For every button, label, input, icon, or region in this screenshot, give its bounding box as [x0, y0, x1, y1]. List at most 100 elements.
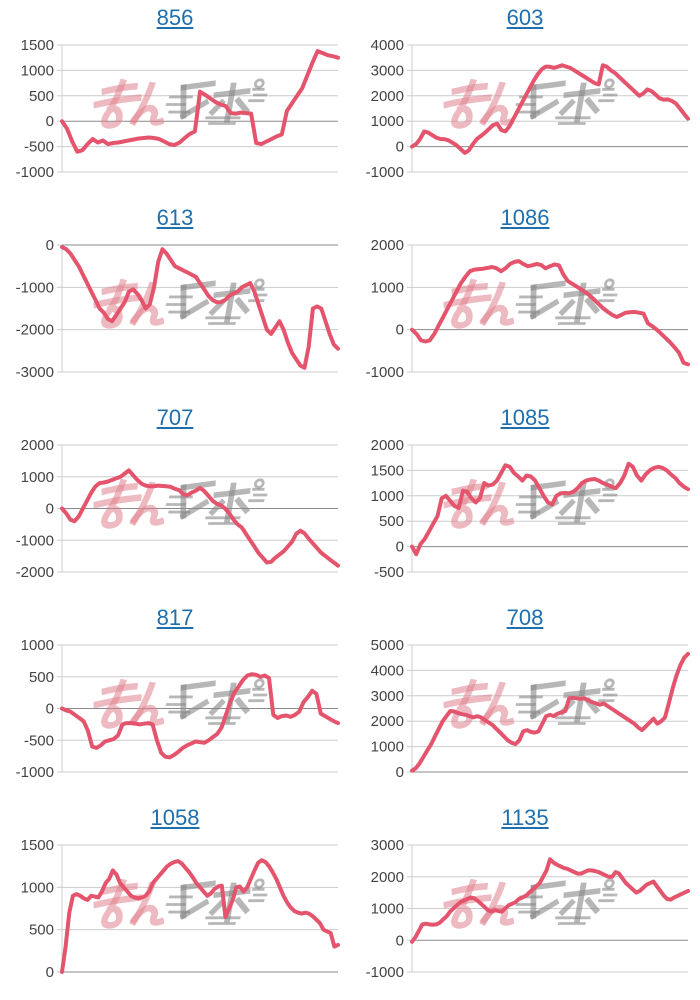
payout-line-series [410, 857, 690, 944]
slump-graph: 3000 2000 1000 0 -1000 [366, 837, 690, 981]
slump-graph: 4000 3000 2000 1000 0 -1000 [366, 37, 690, 181]
slump-graph: 2000 1500 1000 500 0 -500 [371, 437, 690, 581]
chart-cell: 1058 1500 1000 500 0 [0, 800, 350, 1000]
minrepo-watermark [93, 80, 268, 126]
y-tick-label: -1000 [16, 164, 54, 181]
y-tick-label: -1000 [366, 364, 404, 381]
chart-cell: 1086 2000 1000 0 -1000 [350, 200, 700, 400]
y-tick-label: 0 [396, 932, 404, 949]
y-tick-label: 500 [29, 88, 54, 105]
y-tick-label: 2000 [371, 88, 404, 105]
y-tick-label: 1000 [371, 488, 404, 505]
slump-graph: 1500 1000 500 0 -500 -1000 [16, 37, 340, 181]
y-tick-label: 2000 [21, 437, 54, 454]
y-tick-label: 1000 [21, 469, 54, 486]
y-tick-label: 4000 [371, 37, 404, 54]
chart-cell: 603 4000 3000 2000 1000 0 -1000 [350, 0, 700, 200]
y-tick-label: 1500 [21, 837, 54, 854]
y-tick-label: 1000 [21, 879, 54, 896]
chart-title: 856 [0, 5, 350, 31]
y-tick-label: 1000 [371, 113, 404, 130]
y-tick-label: -1000 [366, 964, 404, 981]
chart-cell: 613 0 -1000 -2000 -3000 [0, 200, 350, 400]
y-tick-label: 0 [46, 237, 54, 254]
payout-line-series [60, 468, 340, 568]
y-tick-label: 1000 [371, 901, 404, 918]
machine-number-link[interactable]: 1058 [150, 805, 200, 830]
y-tick-label: 1500 [371, 462, 404, 479]
y-tick-label: 500 [379, 513, 404, 530]
y-tick-label: -2000 [16, 564, 54, 581]
chart-title: 1085 [350, 405, 700, 431]
minrepo-watermark [93, 680, 268, 726]
y-tick-label: 2000 [371, 713, 404, 730]
y-tick-label: 1000 [21, 637, 54, 654]
minrepo-watermark [443, 480, 618, 526]
payout-line-series [410, 259, 690, 367]
y-tick-label: 0 [46, 964, 54, 981]
y-tick-label: 500 [29, 669, 54, 686]
y-tick-label: 0 [396, 322, 404, 339]
minrepo-watermark [443, 880, 618, 926]
payout-line-series [60, 858, 340, 974]
minrepo-watermark [93, 480, 268, 526]
y-tick-label: -500 [24, 732, 54, 749]
chart-cell: 1085 2000 1500 1000 500 0 -500 [350, 400, 700, 600]
y-tick-label: 5000 [371, 637, 404, 654]
y-tick-label: 2000 [371, 869, 404, 886]
chart-cell: 856 1500 1000 500 0 -500 -1000 [0, 0, 350, 200]
machine-number-link[interactable]: 613 [156, 205, 194, 230]
slump-graph: 1500 1000 500 0 [21, 837, 340, 981]
chart-title: 603 [350, 5, 700, 31]
slump-graph: 1000 500 0 -500 -1000 [16, 637, 340, 781]
payout-line-series [410, 651, 690, 773]
machine-number-link[interactable]: 817 [156, 605, 194, 630]
slump-graph: 0 -1000 -2000 -3000 [16, 237, 340, 381]
minrepo-watermark [443, 280, 618, 326]
y-tick-label: -1000 [16, 532, 54, 549]
payout-line-series [410, 63, 690, 155]
machine-number-link[interactable]: 1135 [501, 805, 549, 830]
y-tick-label: 1500 [21, 37, 54, 54]
y-tick-label: 1000 [371, 279, 404, 296]
chart-title: 1135 [350, 805, 700, 831]
y-tick-label: -500 [374, 564, 404, 581]
y-tick-label: -1000 [16, 279, 54, 296]
payout-line-series [60, 672, 340, 760]
machine-number-link[interactable]: 707 [156, 405, 194, 430]
chart-title: 1058 [0, 805, 350, 831]
y-tick-label: -500 [24, 139, 54, 156]
y-tick-label: 3000 [371, 837, 404, 854]
machine-number-link[interactable]: 1085 [500, 405, 550, 430]
y-tick-label: 0 [396, 539, 404, 556]
chart-title: 817 [0, 605, 350, 631]
y-tick-label: 0 [46, 501, 54, 518]
y-tick-label: 3000 [371, 62, 404, 79]
slump-graph: 2000 1000 0 -1000 -2000 [16, 437, 340, 581]
chart-cell: 1135 3000 2000 1000 0 -1000 [350, 800, 700, 1000]
chart-title: 708 [350, 605, 700, 631]
payout-line-series [60, 245, 340, 370]
machine-number-link[interactable]: 1086 [500, 205, 550, 230]
y-tick-label: 500 [29, 922, 54, 939]
y-tick-label: -1000 [366, 164, 404, 181]
chart-title: 707 [0, 405, 350, 431]
payout-line-series [410, 461, 690, 557]
payout-line-series [60, 49, 340, 154]
y-tick-label: 3000 [371, 688, 404, 705]
y-tick-label: 0 [46, 701, 54, 718]
slump-graph: 5000 4000 3000 2000 1000 0 [371, 637, 690, 781]
slump-graph: 2000 1000 0 -1000 [366, 237, 690, 381]
y-tick-label: 4000 [371, 662, 404, 679]
chart-cell: 707 2000 1000 0 -1000 -2000 [0, 400, 350, 600]
y-tick-label: -3000 [16, 364, 54, 381]
y-tick-label: 0 [396, 139, 404, 156]
machine-number-link[interactable]: 708 [506, 605, 544, 630]
y-tick-label: 2000 [371, 437, 404, 454]
y-tick-label: 0 [46, 113, 54, 130]
chart-title: 1086 [350, 205, 700, 231]
y-tick-label: -1000 [16, 764, 54, 781]
y-tick-label: 0 [396, 764, 404, 781]
machine-number-link[interactable]: 856 [156, 5, 194, 30]
machine-number-link[interactable]: 603 [506, 5, 544, 30]
